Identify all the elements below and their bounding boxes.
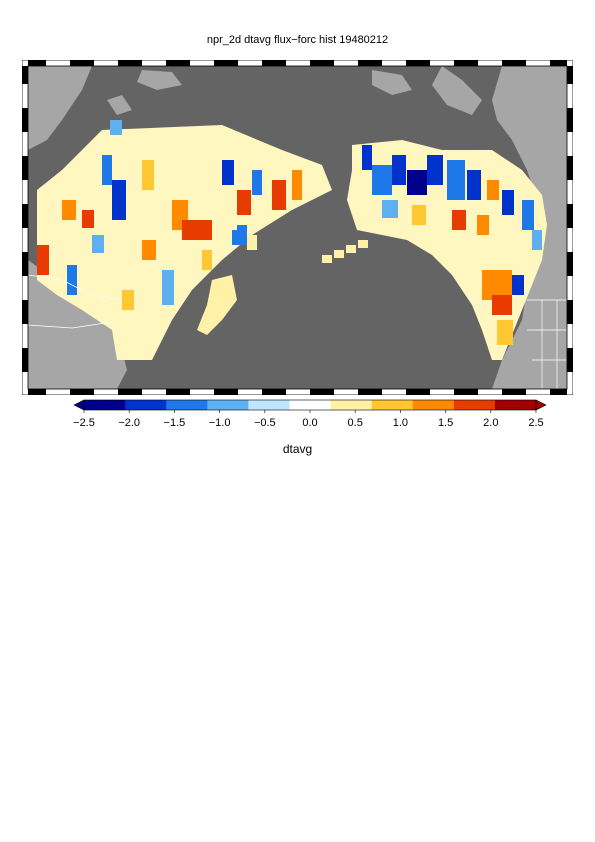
colorbar-tick-label: 2.5 [528,417,543,429]
land-background [28,66,567,389]
colorbar-cell [412,400,455,410]
colorbar-cell [330,400,373,410]
map-panel [22,60,573,395]
colorbar-ticks: −2.5 −2.0 −1.5 −1.0 −0.5 0.0 0.5 1.0 1.5 2.0 2.5 [73,410,544,429]
colorbar: −2.5 −2.0 −1.5 −1.0 −0.5 0.0 0.5 1.0 1.5 2.0 2.5 [73,399,547,429]
colorbar-high-arrow [535,399,547,411]
asia-data-region [37,120,332,360]
colorbar-tick-label: 1.5 [438,417,453,429]
colorbar-cell [248,400,290,410]
colorbar-label: dtavg [282,442,313,456]
colorbar-cell [494,400,537,410]
aleutian-data-region [322,240,368,263]
colorbar-tick-label: −1.0 [209,417,231,429]
colorbar-cell [453,400,496,410]
colorbar-tick-label: −1.5 [164,417,186,429]
japan-data-region [197,225,257,335]
colorbar-tick-label: 0.5 [348,417,363,429]
colorbar-cell [125,400,167,410]
colorbar-tick-label: −2.5 [73,417,95,429]
colorbar-tick-label: 1.0 [393,417,408,429]
colorbar-cells [73,399,547,411]
boundaries [27,274,567,389]
colorbar-cell [371,400,414,410]
north-america-data-region [347,140,547,360]
map-title: npr_2d dtavg flux−forc hist 19480212 [206,34,389,46]
colorbar-cell [166,400,208,410]
colorbar-tick-label: 2.0 [483,417,498,429]
map-border [22,60,573,395]
colorbar-tick-label: −2.0 [118,417,140,429]
colorbar-tick-label: −0.5 [254,417,276,429]
colorbar-cell [289,400,332,410]
colorbar-low-arrow [73,399,85,411]
colorbar-cell [84,400,126,410]
colorbar-tick-label: 0.0 [302,417,317,429]
colorbar-cell [207,400,249,410]
